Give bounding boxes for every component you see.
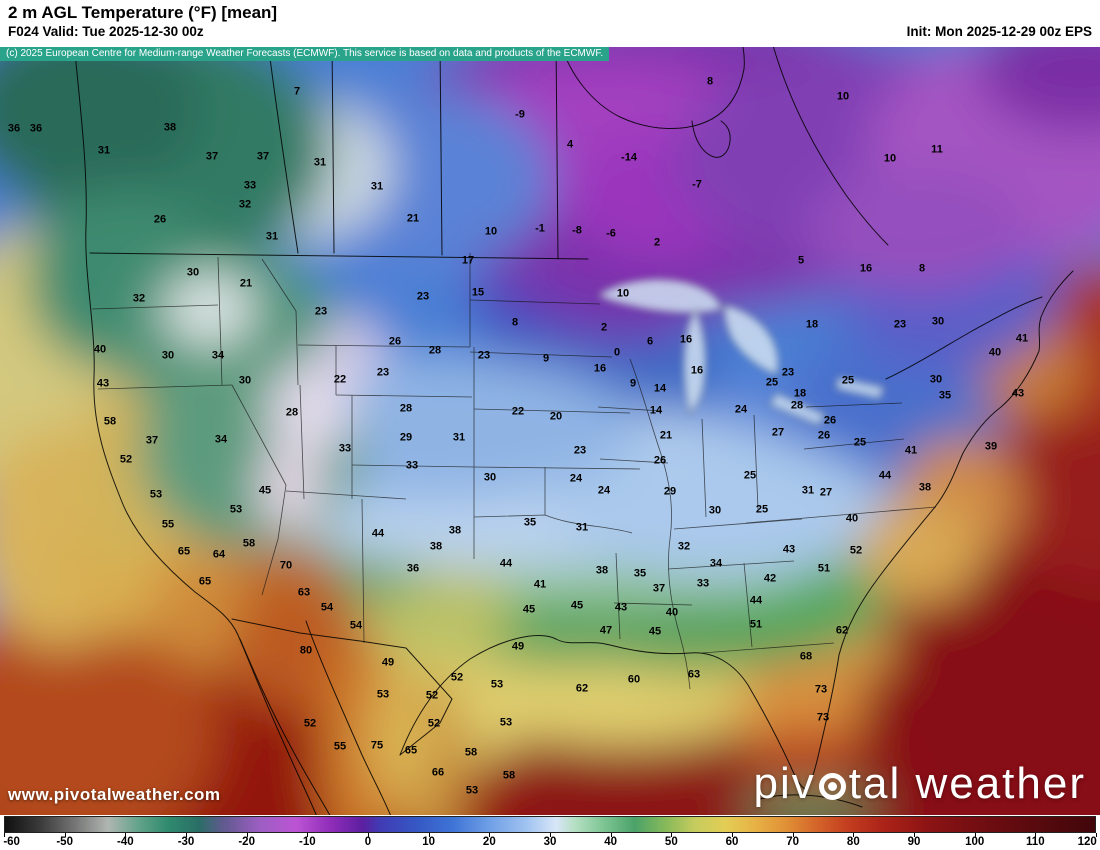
logo-target-icon (818, 772, 846, 800)
colorbar-tick-label: -10 (299, 836, 316, 848)
colorbar-tickmark (64, 833, 66, 837)
colorbar-ticks: -60 -50 -40 -30 -20 -10 0 10 20 30 40 50 60 70 80 90 100… (3, 833, 1097, 849)
colorbar-tick-label: 120 (1077, 836, 1097, 848)
colorbar-tick-label: 80 (846, 836, 860, 848)
logo-text-right: tal weather (848, 759, 1086, 808)
colorbar-tickmark (428, 833, 430, 837)
colorbar-tickmark (550, 833, 551, 837)
colorbar-tick-label: -50 (56, 836, 73, 848)
colorbar-tickmark (246, 833, 248, 837)
colorbar-tick-label: -30 (177, 836, 195, 848)
colorbar-tick-label: 110 (1026, 836, 1045, 848)
colorbar-tickmark (307, 833, 309, 837)
temperature-field-svg (0, 47, 1100, 815)
colorbar-tickmark (125, 833, 127, 837)
coastlines-borders (73, 47, 1074, 815)
colorbar-tick-label: 90 (907, 836, 921, 848)
colorbar-tickmark (853, 833, 855, 837)
colorbar-tick-label: 100 (965, 836, 985, 848)
colorbar-tickmark (186, 833, 187, 837)
colorbar: -60 -50 -40 -30 -20 -10 0 10 20 30 40 50 60 70 80 90 100… (0, 815, 1100, 850)
great-lakes (597, 278, 885, 426)
colorbar-tick-label: -60 (3, 836, 20, 848)
logo-text-left: piv (753, 759, 816, 808)
state-boundaries (91, 253, 937, 690)
colorbar-tick-label: 0 (364, 836, 372, 848)
init-time-label: Init: Mon 2025-12-29 00z EPS (906, 24, 1092, 40)
colorbar-tick-label: 10 (422, 836, 436, 848)
colorbar-tickmark (489, 833, 491, 837)
colorbar-tick-label: 50 (664, 836, 678, 848)
colorbar-tickmark (792, 833, 794, 837)
colorbar-tickmark (671, 833, 673, 837)
colorbar-tickmark (914, 833, 915, 837)
colorbar-tickmark (4, 833, 5, 837)
colorbar-tick-label: 20 (482, 836, 496, 848)
colorbar-tick-label: 30 (543, 836, 557, 848)
watermark-url: www.pivotalweather.com (8, 785, 221, 804)
colorbar-tick-label: -20 (238, 836, 255, 848)
colorbar-tickmark (1096, 833, 1097, 837)
colorbar-tick-label: 40 (604, 836, 618, 848)
colorbar-tickmark (1035, 833, 1037, 837)
temperature-shading (0, 47, 1100, 815)
valid-time-label: F024 Valid: Tue 2025-12-30 00z (8, 24, 204, 40)
copyright-banner: (c) 2025 European Centre for Medium-rang… (0, 47, 610, 61)
forecast-meta-row: F024 Valid: Tue 2025-12-30 00z Init: Mon… (8, 24, 1092, 39)
pivotalweather-logo: piv tal weather (754, 759, 1086, 809)
colorbar-tickmark (732, 833, 733, 837)
map-area: (c) 2025 European Centre for Medium-rang… (0, 47, 1100, 815)
map-header: 2 m AGL Temperature (°F) [mean] F024 Val… (0, 0, 1100, 47)
colorbar-tick-label: 60 (725, 836, 739, 848)
colorbar-tick-label: -40 (117, 836, 134, 848)
page-title: 2 m AGL Temperature (°F) [mean] (8, 3, 278, 22)
colorbar-tick-label: 70 (786, 836, 800, 848)
colorbar-tickmark (368, 833, 369, 837)
colorbar-tickmark (974, 833, 976, 837)
colorbar-gradient (4, 816, 1096, 833)
colorbar-tickmark (610, 833, 612, 837)
